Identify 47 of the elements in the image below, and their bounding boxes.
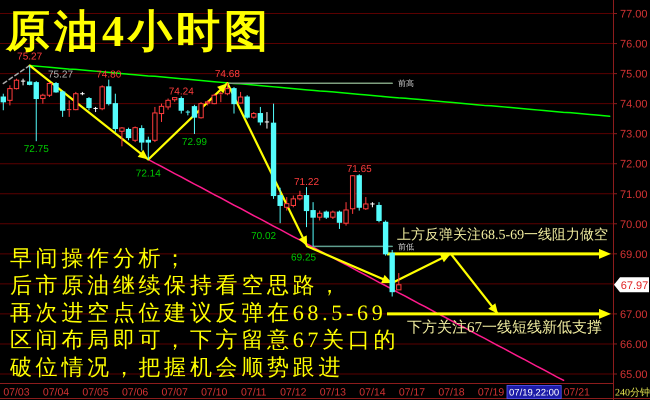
y-tick-label: 73.00 (620, 128, 648, 141)
y-tick-label: 69.00 (620, 248, 648, 261)
x-tick-label: 07/05 (82, 386, 109, 398)
x-tick-label: 07/10 (201, 386, 228, 398)
ref-line-label: 上方反弹关注68.5-69一线阻力做空 (397, 228, 608, 243)
annotation: 71.65 (346, 164, 372, 176)
series-label: 前高 (398, 79, 414, 88)
x-axis-title: 240分钟 (615, 386, 650, 398)
y-tick-label: 71.00 (620, 188, 648, 201)
annotation: 72.14 (136, 168, 162, 180)
y-tick-label: 65.00 (620, 368, 648, 381)
y-tick-label: 77.00 (620, 8, 648, 21)
y-tick-label: 66.00 (620, 338, 648, 351)
annotation: 75.27 (48, 70, 74, 80)
x-tick-label: 07/13 (320, 386, 346, 398)
annotation: 72.99 (182, 136, 208, 148)
annotation: 区间布局即可，下方留意67关口的 (10, 327, 400, 352)
x-tick-label: 07/21 (564, 386, 590, 398)
annotation: 70.02 (251, 231, 277, 242)
annotation: 74.80 (96, 70, 122, 81)
y-tick-label: 76.00 (620, 38, 648, 51)
x-tick-label: 07/03 (3, 386, 30, 398)
x-tick-label: 07/06 (122, 386, 148, 398)
y-tick-label: 67.00 (620, 308, 648, 321)
annotation: 71.22 (294, 177, 320, 188)
series-label: 前低 (398, 242, 414, 252)
annotation: 72.75 (24, 144, 50, 156)
x-tick-label: 07/18 (438, 386, 465, 398)
x-tick-label: 07/19 (478, 386, 504, 398)
x-tick-label: 07/04 (42, 386, 70, 398)
y-tick-label: 70.00 (620, 218, 648, 231)
x-tick-label: 07/14 (359, 386, 386, 398)
x-tick-label: 07/11 (241, 386, 267, 398)
x-tick-label: 07/07 (162, 386, 188, 398)
y-tick-label: 72.00 (620, 158, 648, 171)
x-tick-label: 07/17 (398, 386, 426, 398)
annotation: 74.24 (168, 86, 194, 98)
annotation: 破位情况，把握机会顺势跟进 (9, 354, 344, 380)
annotation: 再次进空点位建议反弹在68.5-69 (10, 300, 386, 325)
annotation: 74.68 (214, 69, 240, 80)
x-tick-label: 07/12 (280, 386, 307, 398)
y-tick-label: 74.00 (620, 98, 648, 111)
text: 07/19,22:00 (509, 388, 560, 398)
annotation: 早间操作分析； (10, 246, 190, 270)
annotation: 69.25 (291, 252, 317, 264)
y-tick-label: 75.00 (620, 68, 648, 81)
annotation: 后市原油继续保持看空思路， (10, 272, 344, 298)
